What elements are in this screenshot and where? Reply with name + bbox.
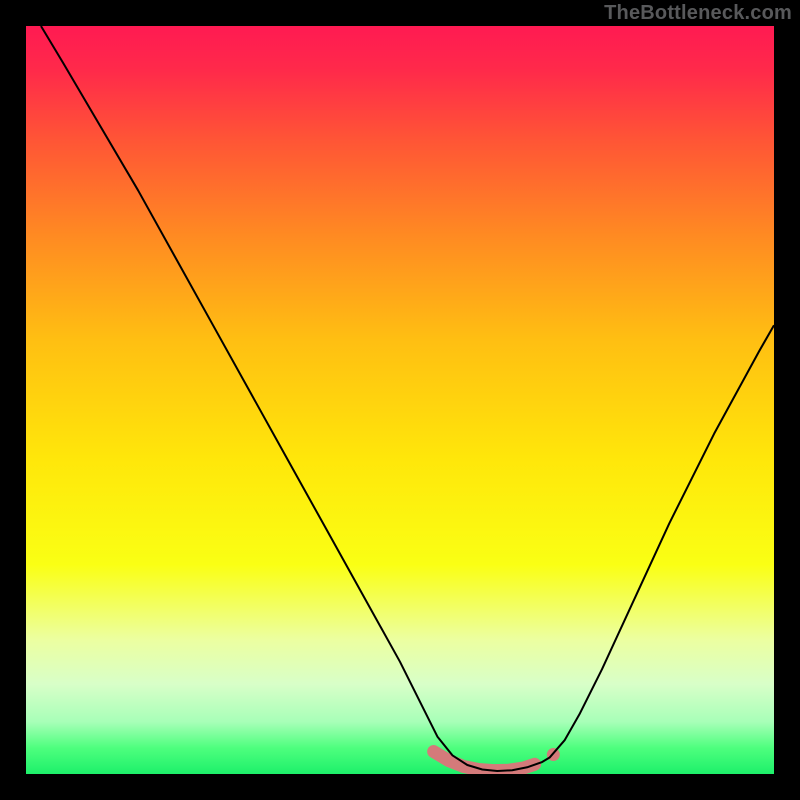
- watermark-text: TheBottleneck.com: [604, 2, 792, 25]
- chart-frame: TheBottleneck.com: [0, 0, 800, 800]
- bottleneck-chart: [0, 0, 800, 800]
